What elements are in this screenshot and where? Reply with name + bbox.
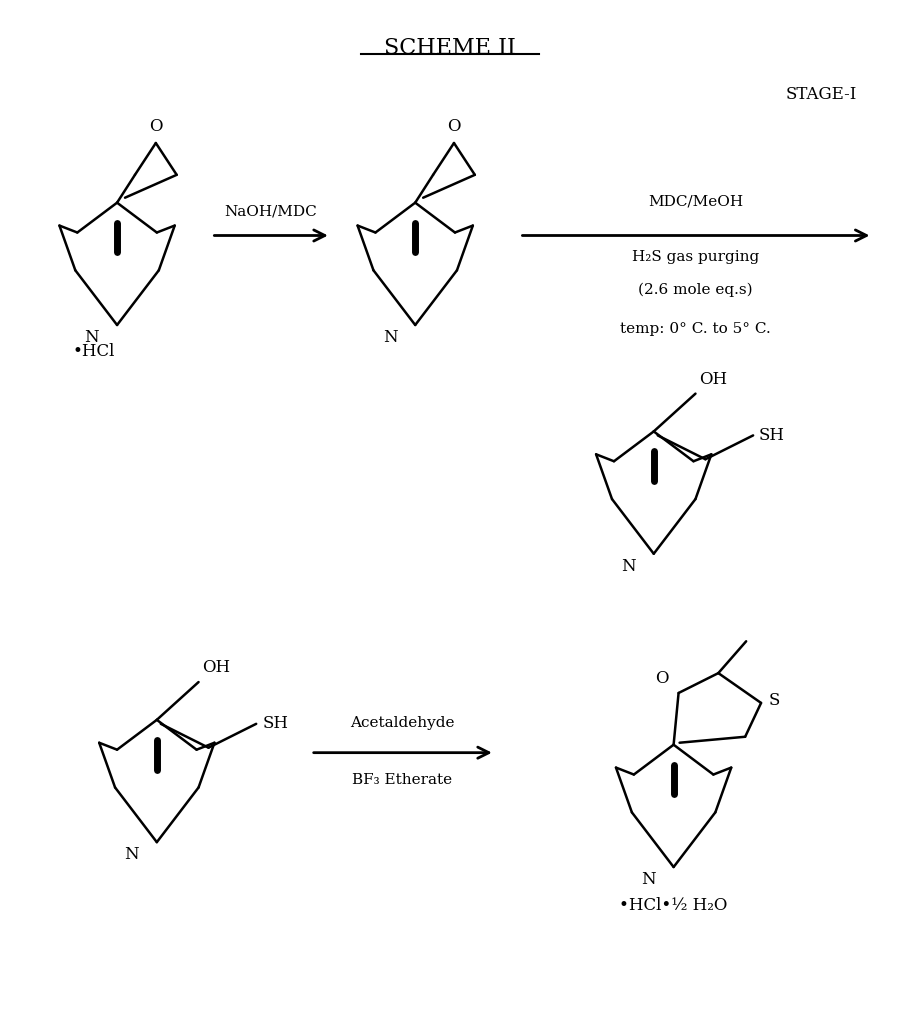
Text: O: O bbox=[149, 118, 163, 136]
Text: MDC/MeOH: MDC/MeOH bbox=[648, 195, 743, 209]
Text: O: O bbox=[447, 118, 461, 136]
Text: N: N bbox=[382, 329, 397, 346]
Text: SH: SH bbox=[759, 427, 785, 444]
Text: STAGE-I: STAGE-I bbox=[786, 87, 858, 103]
Text: S: S bbox=[769, 693, 780, 709]
Text: temp: 0° C. to 5° C.: temp: 0° C. to 5° C. bbox=[620, 322, 771, 336]
Text: SCHEME II: SCHEME II bbox=[384, 37, 516, 58]
Text: SH: SH bbox=[262, 715, 288, 733]
Text: Acetaldehyde: Acetaldehyde bbox=[350, 715, 454, 730]
Text: NaOH/MDC: NaOH/MDC bbox=[225, 205, 318, 219]
Text: OH: OH bbox=[202, 659, 230, 676]
Text: N: N bbox=[85, 329, 99, 346]
Text: H₂S gas purging: H₂S gas purging bbox=[632, 251, 759, 264]
Text: (2.6 mole eq.s): (2.6 mole eq.s) bbox=[638, 282, 752, 297]
Text: N: N bbox=[641, 871, 656, 888]
Text: N: N bbox=[621, 557, 635, 575]
Text: N: N bbox=[124, 846, 139, 863]
Text: •HCl•½ H₂O: •HCl•½ H₂O bbox=[619, 897, 728, 914]
Text: OH: OH bbox=[699, 371, 727, 387]
Text: O: O bbox=[655, 671, 669, 687]
Text: BF₃ Etherate: BF₃ Etherate bbox=[352, 772, 453, 787]
Text: •HCl: •HCl bbox=[72, 343, 114, 360]
